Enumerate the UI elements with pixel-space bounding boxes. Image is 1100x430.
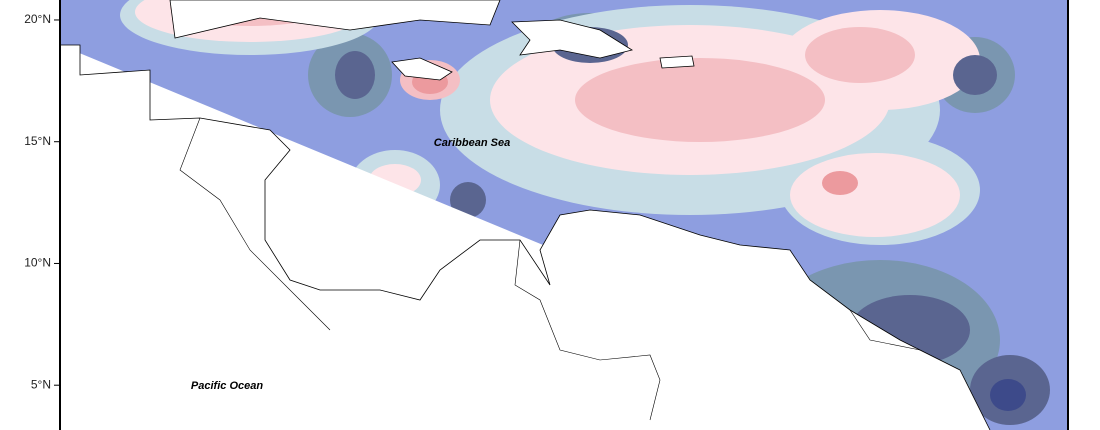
y-tick-label: 15°N xyxy=(24,134,51,148)
hispaniola xyxy=(511,19,634,59)
jamaica xyxy=(391,57,453,81)
y-tick-label: 5°N xyxy=(31,377,51,391)
puerto-rico xyxy=(659,55,695,69)
y-axis: 5°N 10°N 15°N 20°N xyxy=(24,12,60,391)
place-label: Pacific Ocean xyxy=(191,380,263,392)
cuba xyxy=(169,0,501,39)
y-tick-label: 20°N xyxy=(24,12,51,26)
south-america-borders xyxy=(179,117,961,421)
y-tick-label: 10°N xyxy=(24,256,51,270)
central-america-coast xyxy=(60,44,991,430)
place-label: Caribbean Sea xyxy=(434,137,510,149)
